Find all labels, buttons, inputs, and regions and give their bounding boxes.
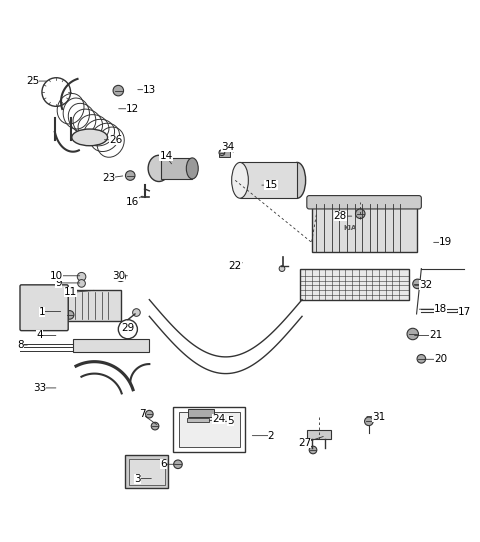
Text: 3: 3 bbox=[134, 474, 141, 483]
Circle shape bbox=[78, 280, 85, 287]
Text: 31: 31 bbox=[372, 411, 385, 422]
Circle shape bbox=[219, 150, 225, 156]
Text: 9: 9 bbox=[55, 278, 62, 288]
Text: 12: 12 bbox=[126, 104, 139, 114]
Ellipse shape bbox=[148, 155, 169, 182]
Bar bbox=[300, 269, 409, 300]
Bar bbox=[312, 202, 417, 252]
Bar bbox=[73, 339, 149, 352]
FancyBboxPatch shape bbox=[20, 285, 68, 331]
Circle shape bbox=[309, 446, 317, 454]
Bar bbox=[307, 430, 331, 439]
Circle shape bbox=[364, 417, 373, 425]
Text: 16: 16 bbox=[126, 197, 139, 207]
Circle shape bbox=[132, 309, 140, 317]
Text: 18: 18 bbox=[434, 304, 447, 314]
Circle shape bbox=[125, 171, 135, 180]
Bar bbox=[179, 412, 240, 447]
Circle shape bbox=[407, 328, 419, 340]
Text: 30: 30 bbox=[112, 271, 125, 281]
Text: 7: 7 bbox=[139, 409, 145, 419]
Text: 15: 15 bbox=[264, 180, 277, 190]
Ellipse shape bbox=[72, 129, 108, 146]
Text: 26: 26 bbox=[109, 135, 122, 145]
Ellipse shape bbox=[289, 163, 306, 198]
Text: 21: 21 bbox=[429, 331, 442, 340]
Ellipse shape bbox=[186, 158, 198, 179]
Bar bbox=[187, 417, 209, 422]
Ellipse shape bbox=[232, 163, 248, 198]
Text: 23: 23 bbox=[102, 173, 115, 183]
Bar bbox=[125, 455, 168, 488]
Text: 1: 1 bbox=[39, 307, 45, 317]
Circle shape bbox=[65, 311, 74, 319]
Circle shape bbox=[174, 460, 182, 469]
Circle shape bbox=[356, 209, 365, 218]
Text: 4: 4 bbox=[36, 331, 43, 340]
Circle shape bbox=[113, 85, 123, 96]
Bar bbox=[129, 459, 165, 485]
Bar bbox=[173, 407, 245, 453]
Circle shape bbox=[151, 422, 159, 430]
Text: 33: 33 bbox=[33, 383, 46, 393]
Bar bbox=[161, 158, 192, 179]
Text: 28: 28 bbox=[334, 211, 347, 221]
Circle shape bbox=[417, 354, 426, 363]
Text: 13: 13 bbox=[143, 85, 156, 95]
Text: 8: 8 bbox=[17, 340, 24, 350]
Text: 24: 24 bbox=[212, 414, 225, 424]
Text: 10: 10 bbox=[50, 271, 63, 281]
Text: 6: 6 bbox=[160, 459, 167, 469]
Text: 19: 19 bbox=[439, 237, 452, 247]
Text: KIA: KIA bbox=[343, 225, 356, 231]
Text: 20: 20 bbox=[434, 354, 447, 364]
Text: 5: 5 bbox=[227, 416, 234, 427]
Circle shape bbox=[77, 273, 86, 281]
Text: 32: 32 bbox=[420, 280, 433, 291]
Text: 27: 27 bbox=[298, 438, 311, 448]
Text: 14: 14 bbox=[159, 151, 173, 162]
Text: 17: 17 bbox=[457, 307, 471, 317]
Circle shape bbox=[279, 266, 285, 272]
Bar bbox=[63, 290, 120, 321]
Text: 25: 25 bbox=[26, 76, 39, 86]
Text: 34: 34 bbox=[221, 142, 235, 152]
Circle shape bbox=[116, 272, 125, 281]
Circle shape bbox=[145, 410, 153, 418]
FancyBboxPatch shape bbox=[307, 196, 421, 209]
Bar bbox=[218, 150, 230, 157]
Bar bbox=[188, 409, 214, 417]
Circle shape bbox=[413, 279, 422, 289]
Text: 11: 11 bbox=[64, 287, 77, 298]
Text: 2: 2 bbox=[268, 431, 275, 441]
Bar bbox=[240, 163, 297, 198]
Text: 22: 22 bbox=[228, 261, 242, 271]
Text: 29: 29 bbox=[121, 323, 134, 333]
